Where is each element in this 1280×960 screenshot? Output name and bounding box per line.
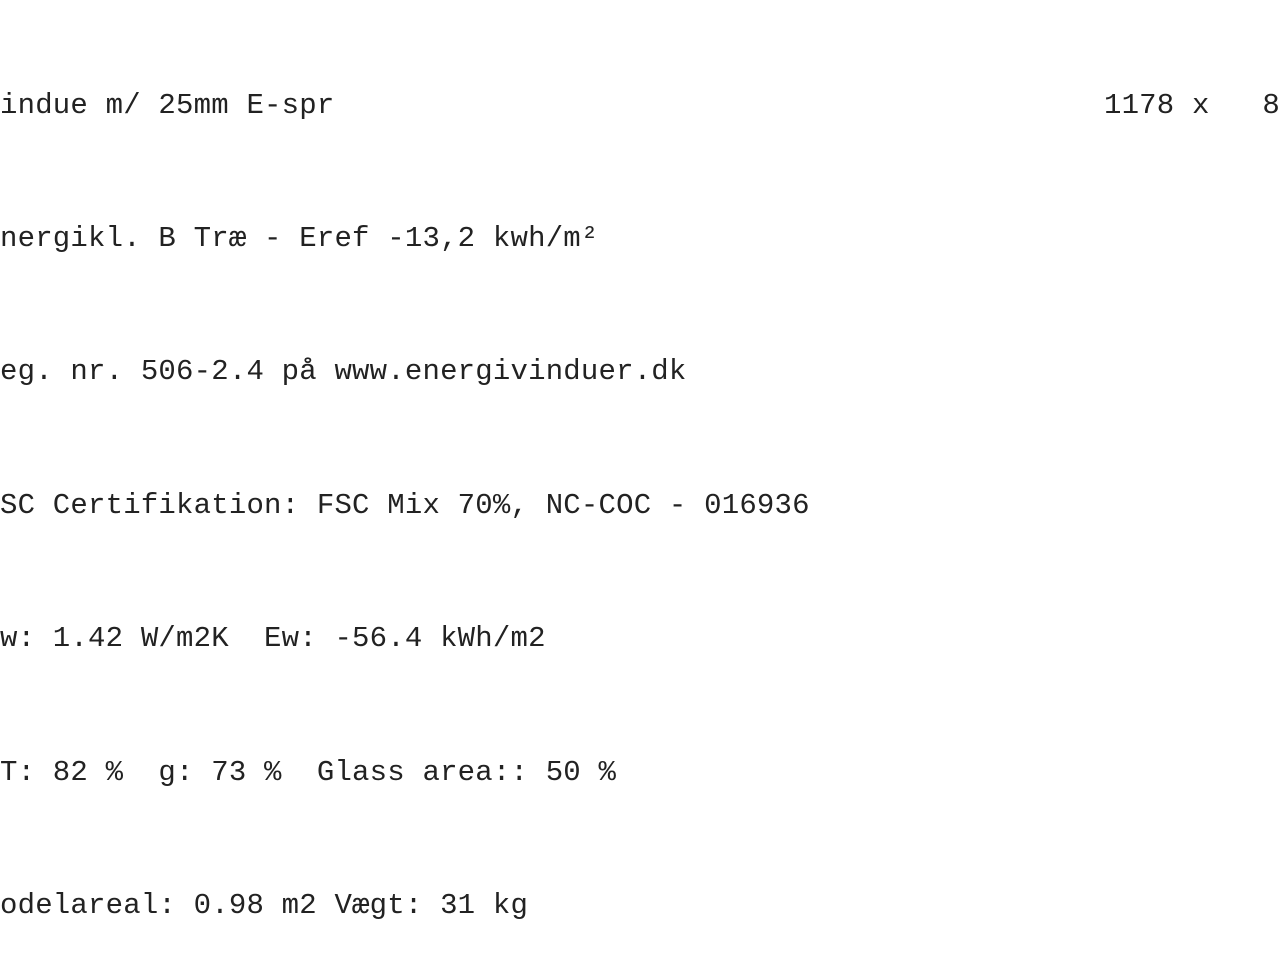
line-reg-number: eg. nr. 506-2.4 på www.energivinduer.dk	[0, 339, 1280, 406]
line-fsc-cert: SC Certifikation: FSC Mix 70%, NC-COC - …	[0, 473, 1280, 540]
dimensions: 1178 x 8	[1104, 73, 1280, 140]
line-energy-class: nergikl. B Træ - Eref -13,2 kwh/m²	[0, 206, 1280, 273]
spec-sheet: indue m/ 25mm E-spr 1178 x 8 nergikl. B T…	[0, 0, 1280, 960]
line-lt-g-glass: T: 82 % g: 73 % Glass area:: 50 %	[0, 740, 1280, 807]
line-uw-ew: w: 1.42 W/m2K Ew: -56.4 kWh/m2	[0, 606, 1280, 673]
line-area-weight: odelareal: 0.98 m2 Vægt: 31 kg	[0, 873, 1280, 940]
product-name: indue m/ 25mm E-spr	[0, 89, 334, 122]
line-product-title: indue m/ 25mm E-spr 1178 x 8	[0, 73, 1280, 140]
